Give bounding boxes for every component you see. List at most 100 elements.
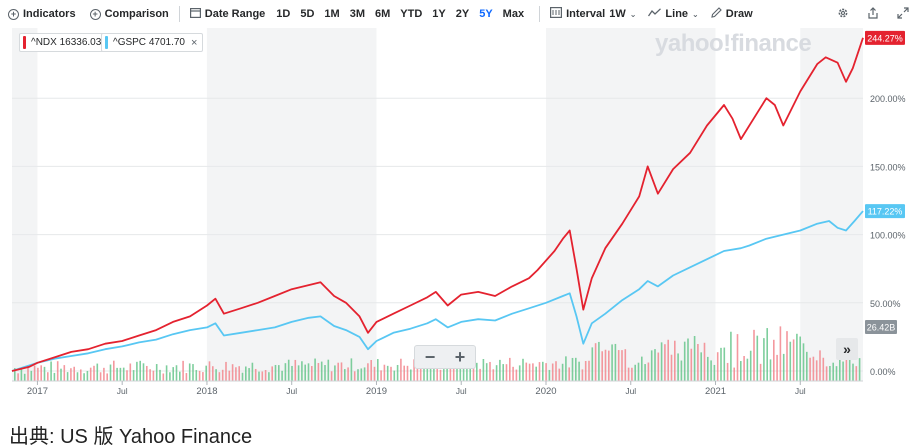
scroll-right-button[interactable]: » [836, 338, 858, 360]
volume-bar [690, 348, 693, 381]
volume-bar [380, 370, 382, 381]
range-button-5y[interactable]: 5Y [479, 8, 493, 20]
volume-bar [119, 367, 122, 381]
volume-bar [472, 365, 475, 381]
volume-bar [627, 367, 630, 381]
share-icon[interactable] [867, 6, 879, 22]
volume-bar [509, 357, 511, 381]
volume-bar [756, 335, 759, 381]
y-tick-label: 150.00% [870, 162, 906, 172]
expand-icon[interactable] [897, 6, 909, 22]
series-lines [11, 37, 864, 372]
volume-bar [812, 356, 815, 381]
volume-bar [317, 362, 320, 381]
volume-bar [482, 359, 485, 381]
range-button-ytd[interactable]: YTD [400, 8, 423, 20]
range-buttons: 1D 5D 1M 3M 6M YTD 1Y 2Y 5Y Max [271, 8, 529, 20]
volume-bar [195, 370, 198, 381]
y-tick-label: 200.00% [870, 94, 906, 104]
volume-bar [426, 367, 429, 381]
volume-bar [70, 368, 72, 381]
volume-bar [14, 368, 16, 381]
volume-bar [344, 369, 346, 381]
comparison-button[interactable]: + Comparison [89, 8, 169, 20]
volume-bar [766, 328, 768, 381]
volume-bar [746, 358, 749, 381]
range-button-1y[interactable]: 1Y [432, 8, 446, 20]
volume-bar [60, 368, 62, 381]
volume-bar [393, 370, 396, 381]
date-range-button[interactable]: Date Range [189, 7, 265, 21]
volume-bar [489, 361, 491, 381]
range-button-3m[interactable]: 3M [349, 8, 365, 20]
gear-icon[interactable] [837, 7, 849, 22]
volume-bar [839, 355, 841, 381]
range-button-1d[interactable]: 1D [276, 8, 291, 20]
legend-chip-gspc[interactable]: ^GSPC 4701.70 × [101, 33, 204, 52]
volume-bar [86, 370, 89, 381]
volume-bar [347, 367, 349, 381]
volume-bar [225, 361, 227, 381]
volume-bar [769, 359, 772, 381]
comparison-chart[interactable]: 0.00% 50.00% 100.00% 150.00% 200.00% 2017 Jul… [0, 0, 921, 410]
last-value-label: 244.27% [867, 33, 903, 43]
x-tick-label: 2017 [27, 386, 48, 397]
volume-bar [357, 369, 359, 381]
volume-bar [373, 366, 376, 381]
volume-bar [677, 353, 679, 381]
range-button-2y[interactable]: 2Y [455, 8, 470, 20]
volume-bar [155, 364, 158, 381]
volume-bar [495, 365, 498, 381]
x-axis-ticks: 2017 Jul 2018 Jul 2019 Jul 2020 Jul 2021 Jul [12, 380, 863, 397]
volume-bar [23, 373, 26, 381]
volume-bar [340, 362, 343, 381]
indicators-button[interactable]: + Indicators [8, 8, 76, 20]
volume-bar [297, 365, 300, 381]
x-tick-label: Jul [117, 386, 128, 396]
toolbar-divider [539, 6, 541, 22]
grid-lines [12, 97, 863, 372]
volume-bar [740, 361, 742, 381]
volume-bar [386, 365, 389, 381]
volume-bar [703, 342, 706, 381]
legend-chip-ndx[interactable]: ^NDX 16336.03 [19, 33, 108, 52]
draw-button[interactable]: Draw [711, 7, 753, 21]
volume-bar [502, 364, 504, 381]
volume-bar [278, 365, 280, 381]
interval-button[interactable]: Interval 1W ⌄ [550, 7, 636, 21]
volume-bar [528, 363, 531, 381]
range-button-1m[interactable]: 1M [324, 8, 340, 20]
volume-bar [485, 363, 488, 381]
close-icon[interactable]: × [190, 36, 198, 49]
volume-bar [624, 349, 627, 381]
volume-bar [654, 349, 656, 381]
volume-bar [832, 362, 834, 381]
volume-bar [753, 329, 755, 381]
volume-bar [598, 341, 600, 381]
volume-bar [416, 363, 419, 381]
range-button-5d[interactable]: 5D [300, 8, 315, 20]
volume-bar [245, 366, 247, 381]
volume-bar [330, 371, 333, 381]
volume-bar [264, 370, 267, 381]
volume-bar [324, 365, 326, 381]
chart-type-button[interactable]: Line ⌄ [648, 8, 699, 20]
volume-bar [456, 357, 458, 381]
range-button-6m[interactable]: 6M [374, 8, 391, 20]
volume-bar [109, 364, 112, 381]
volume-bar [806, 351, 808, 381]
zoom-out-button[interactable]: − [424, 346, 436, 367]
volume-bar [545, 363, 547, 381]
volume-bar [103, 367, 105, 381]
volume-bar [647, 362, 650, 381]
volume-bar [419, 366, 422, 381]
range-button-max[interactable]: Max [502, 8, 525, 20]
last-value-tag [865, 204, 905, 219]
volume-bar [815, 360, 818, 381]
pencil-icon [711, 7, 722, 21]
x-tick-label: Jul [625, 386, 636, 396]
volume-bar [683, 341, 686, 381]
volume-bar [641, 356, 643, 381]
zoom-in-button[interactable]: + [454, 346, 466, 367]
volume-bar [693, 336, 696, 381]
